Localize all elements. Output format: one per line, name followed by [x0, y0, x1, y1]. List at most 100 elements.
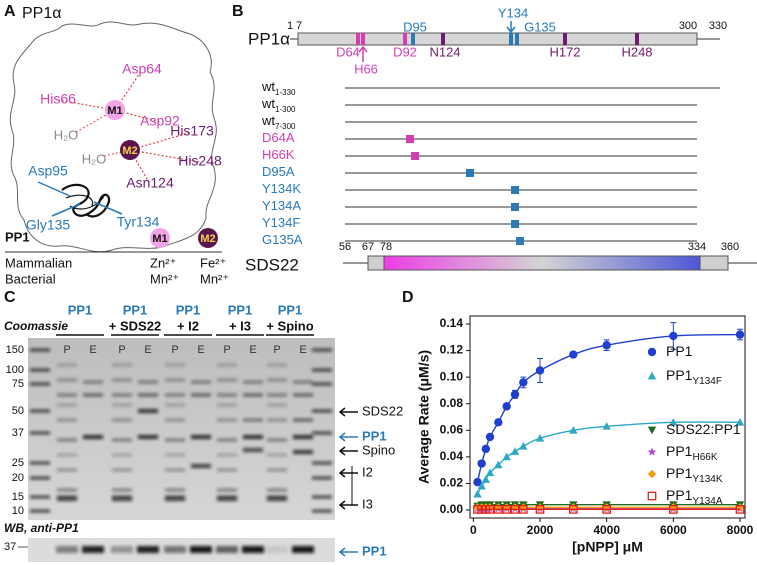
band-arrow — [338, 468, 358, 478]
gel-band — [112, 378, 132, 382]
data-point — [481, 475, 491, 483]
data-point — [477, 459, 486, 468]
lane-label: E — [144, 344, 151, 356]
gel-band — [138, 435, 158, 439]
gel-band — [165, 468, 185, 472]
residue-number: 360 — [721, 241, 739, 253]
construct-label-main: wt — [261, 113, 275, 128]
blot-band — [190, 546, 212, 553]
construct-label-sub: 1-330 — [275, 88, 296, 97]
gel-band — [267, 378, 287, 382]
gel-band — [267, 403, 287, 407]
data-point — [502, 402, 511, 411]
lane-label: E — [299, 344, 306, 356]
group-label: + SDS22 — [109, 318, 161, 333]
gel-band — [138, 380, 158, 384]
blot-band — [216, 546, 238, 553]
gel-band — [112, 495, 132, 501]
band-arrow — [338, 446, 358, 456]
lane-label: E — [249, 344, 256, 356]
construct-label: wt1-300 — [261, 96, 296, 113]
gel-band — [217, 495, 237, 501]
data-point — [477, 481, 486, 490]
site-stripe — [403, 33, 407, 45]
metal-ion — [105, 100, 125, 120]
gel-band — [217, 363, 237, 367]
bracket — [351, 466, 358, 506]
band-label: I3 — [362, 496, 373, 511]
gel-band — [217, 418, 237, 422]
construct-label-main: D95A — [262, 164, 295, 179]
data-point — [569, 350, 578, 359]
data-point — [502, 505, 512, 514]
table-cell: Fe²⁺ — [200, 255, 226, 270]
residue-number: 7 — [296, 20, 302, 32]
mw-label: 100 — [6, 364, 24, 376]
legend-label-main: SDS22:PP1 — [666, 421, 741, 437]
data-point — [535, 505, 545, 514]
pointer-arrow — [37, 181, 71, 197]
data-point — [568, 505, 578, 514]
table-header: PP1 — [5, 229, 30, 244]
lane-label: P — [171, 344, 178, 356]
gel-band — [165, 363, 185, 367]
site-arrow — [358, 45, 368, 62]
gel-band — [191, 380, 211, 384]
group-label: PP1 — [123, 302, 148, 317]
y-tick-label: 0.02 — [440, 476, 464, 490]
x-tick-label: 2000 — [527, 523, 554, 537]
mw-label: 15 — [12, 491, 24, 503]
legend-marker — [647, 347, 657, 357]
gel-band — [138, 409, 158, 413]
gel-band — [267, 488, 287, 492]
mw-label: 75 — [12, 378, 24, 390]
data-point — [535, 366, 545, 375]
residue-number: 300 — [679, 20, 697, 32]
coordination-bond — [129, 131, 193, 151]
domain-bar — [297, 32, 698, 46]
legend-label-main: PP1 — [666, 367, 693, 383]
gel-band — [30, 431, 50, 435]
gel-band — [57, 378, 77, 382]
gel-band — [165, 488, 185, 492]
group-label: PP1 — [68, 302, 93, 317]
domain-cap — [367, 255, 385, 271]
legend-label-sub: Y134F — [692, 376, 721, 387]
data-point — [502, 452, 511, 461]
site-stripe — [563, 33, 567, 45]
y-tick-label: 0.08 — [440, 396, 464, 410]
legend-label-main: PP1 — [666, 465, 693, 481]
data-point — [510, 447, 520, 455]
data-point — [473, 489, 482, 498]
panel-letter: A — [4, 3, 16, 20]
gel-band — [57, 438, 77, 442]
construct-label-main: Y134A — [262, 198, 301, 213]
gel-band — [243, 435, 263, 439]
construct-label: Y134K — [262, 181, 301, 196]
gel-band — [267, 418, 287, 422]
construct-label: H66K — [262, 147, 295, 162]
legend-label: PP1 — [666, 343, 693, 359]
protein-label: SDS22 — [245, 255, 299, 274]
legend-label-sub: Y134K — [692, 474, 722, 485]
construct-label-main: G135A — [262, 232, 303, 247]
gel-band — [57, 453, 77, 457]
gel-band — [312, 476, 332, 480]
legend-marker — [647, 371, 657, 380]
gel-band — [112, 393, 132, 397]
y-tick-label: 0.04 — [440, 449, 464, 463]
site-stripe — [509, 33, 513, 45]
gel-band — [57, 363, 77, 367]
residue-label: His66 — [40, 91, 76, 107]
site-stripe — [411, 33, 415, 45]
gel-band — [30, 476, 50, 480]
gel-band — [217, 403, 237, 407]
domain-cap — [699, 255, 729, 271]
y-tick-label: 0.06 — [440, 422, 464, 436]
site-stripe — [361, 33, 365, 45]
x-tick-label: 8000 — [727, 523, 754, 537]
gel-band — [112, 468, 132, 472]
mutation-mark — [516, 237, 524, 245]
lane-label: P — [273, 344, 280, 356]
